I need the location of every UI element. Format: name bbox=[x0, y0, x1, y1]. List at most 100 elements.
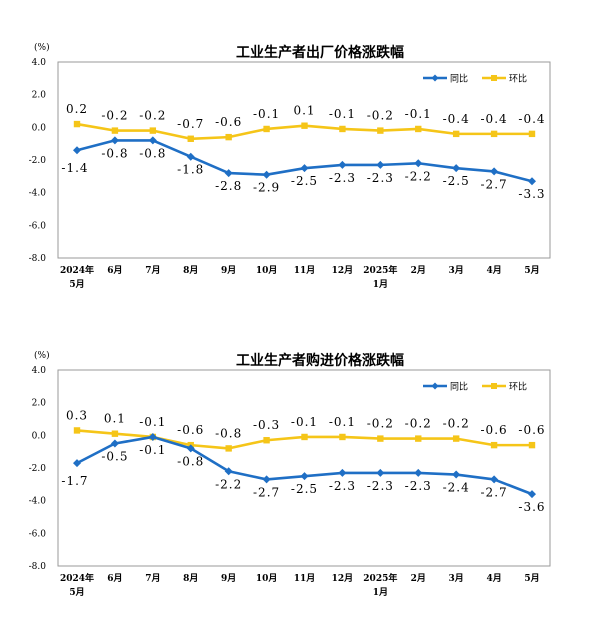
chart2-data-label-mom: -0.6 bbox=[518, 423, 545, 437]
chart2-data-label-mom: -0.2 bbox=[443, 417, 470, 431]
chart1-point-yoy bbox=[110, 136, 119, 145]
chart2-x-tick-label: 4月 bbox=[486, 573, 501, 584]
chart2-data-label-mom: -0.2 bbox=[405, 417, 432, 431]
chart2-legend-label-mom: 环比 bbox=[509, 381, 527, 393]
chart1-data-label-yoy: -2.5 bbox=[443, 174, 470, 188]
chart1-x-tick-label: 6月 bbox=[107, 265, 122, 276]
chart2-data-label-yoy: -2.4 bbox=[443, 481, 470, 495]
chart1-data-label-mom: -0.2 bbox=[101, 109, 128, 123]
chart2-data-label-mom: 0.1 bbox=[104, 412, 126, 426]
chart2-point-yoy bbox=[414, 468, 423, 477]
ppi-chart: 工业生产者出厂价格涨跌幅 (%) 4.0 2.0 0.0 -2.0 -4.0 -6.0 -8.0… bbox=[0, 0, 589, 300]
chart2-data-label-yoy: -2.3 bbox=[405, 479, 432, 493]
chart1-y-unit-label: (%) bbox=[34, 42, 50, 53]
chart1-point-mom bbox=[263, 125, 270, 133]
chart1-x-tick-label: 3月 bbox=[449, 265, 464, 276]
chart1-x-tick-label: 8月 bbox=[183, 265, 198, 276]
chart1-y-tick-label: -6.0 bbox=[29, 221, 47, 231]
chart1-x-tick-label: 5月 bbox=[524, 265, 539, 276]
chart1-data-label-mom: -0.4 bbox=[481, 112, 508, 126]
chart2-plot-frame bbox=[57, 369, 551, 567]
chart1-x-tick-label: 2月 bbox=[411, 265, 426, 276]
chart2-point-mom bbox=[111, 430, 119, 437]
chart2-data-label-yoy: -0.1 bbox=[139, 443, 166, 457]
chart1-data-label-yoy: -2.2 bbox=[405, 169, 432, 183]
chart2-y-tick-label: 0.0 bbox=[32, 431, 47, 441]
chart1-point-yoy bbox=[338, 160, 347, 169]
chart2-y-tick-label: -2.0 bbox=[29, 464, 47, 474]
chart1-point-mom bbox=[301, 122, 308, 129]
chart2-data-label-yoy: -2.7 bbox=[253, 485, 280, 499]
chart2-data-label-yoy: -2.7 bbox=[481, 485, 508, 499]
chart1-data-label-mom: -0.2 bbox=[139, 109, 166, 123]
chart2-point-yoy bbox=[452, 470, 461, 479]
chart1-point-yoy bbox=[262, 170, 271, 179]
chart1-x-tick-label: 4月 bbox=[486, 265, 501, 276]
chart1-data-label-yoy: -2.9 bbox=[253, 181, 280, 195]
chart2-data-label-yoy: -0.5 bbox=[101, 450, 128, 464]
chart1-legend-label-mom: 环比 bbox=[509, 73, 527, 85]
chart2-data-label-mom: -0.1 bbox=[329, 415, 356, 429]
chart1-data-label-yoy: -2.5 bbox=[291, 174, 318, 188]
chart1-x-tick-label: 11月 bbox=[294, 265, 316, 276]
chart2-data-label-yoy: -1.7 bbox=[61, 474, 88, 488]
chart1-point-mom bbox=[225, 133, 232, 141]
chart1-data-label-yoy: -0.8 bbox=[139, 146, 166, 160]
chart1-data-label-mom: -0.2 bbox=[367, 109, 394, 123]
chart1-x-tick-label: 10月 bbox=[256, 265, 278, 276]
chart2-point-mom bbox=[263, 437, 270, 444]
chart1-data-label-mom: -0.4 bbox=[518, 112, 545, 126]
chart1-data-label-yoy: -2.8 bbox=[215, 179, 242, 193]
chart2-x-tick-label: 9月 bbox=[221, 573, 236, 584]
chart2-point-yoy bbox=[148, 432, 157, 441]
chart1-y-tick-label: -8.0 bbox=[29, 254, 47, 264]
chart2-x-tick-label: 2025年 bbox=[363, 572, 397, 584]
chart2-x-tick-label: 10月 bbox=[256, 573, 278, 584]
chart1-x-tick-label: 7月 bbox=[145, 265, 160, 276]
chart2-point-mom bbox=[73, 427, 81, 434]
chart2-x-tick-label: 12月 bbox=[332, 573, 354, 584]
chart2-point-yoy bbox=[73, 459, 81, 468]
chart1-point-mom bbox=[490, 130, 498, 138]
chart2-data-label-mom: -0.1 bbox=[139, 415, 166, 429]
chart1-point-mom bbox=[452, 130, 460, 138]
chart2-y-tick-label: -6.0 bbox=[29, 529, 47, 539]
chart2-x-tick-label: 5月 bbox=[524, 573, 539, 584]
chart1-point-yoy bbox=[224, 169, 233, 178]
chart2-data-label-yoy: -2.3 bbox=[329, 479, 356, 493]
chart1-plot-frame bbox=[57, 61, 551, 259]
chart1-point-mom bbox=[149, 127, 157, 134]
chart2-title: 工业生产者购进价格涨跌幅 bbox=[236, 352, 404, 369]
chart2-y-tick-label: -4.0 bbox=[29, 497, 47, 507]
chart2-data-label-mom: -0.1 bbox=[291, 415, 318, 429]
chart1-data-label-yoy: -1.4 bbox=[61, 161, 88, 175]
chart2-point-yoy bbox=[338, 468, 347, 477]
chart1-legend-marker-yoy bbox=[431, 74, 439, 82]
chart2-x-tick-label: 8月 bbox=[183, 573, 198, 584]
chart2-point-yoy bbox=[262, 475, 271, 484]
chart1-point-mom bbox=[187, 135, 194, 142]
chart2-data-label-mom: -0.2 bbox=[367, 417, 394, 431]
chart1-legend-label-yoy: 同比 bbox=[450, 73, 468, 85]
chart1-point-yoy bbox=[186, 152, 195, 161]
chart1-point-yoy bbox=[414, 159, 423, 168]
chart1-y-tick-label: 2.0 bbox=[32, 91, 47, 101]
chart2-x-tick-label: 2024年 bbox=[60, 572, 94, 584]
chart1-legend-marker-mom bbox=[491, 75, 497, 81]
chart2-point-mom bbox=[301, 433, 308, 441]
chart2-data-label-mom: 0.3 bbox=[66, 408, 88, 422]
chart1-point-yoy bbox=[452, 164, 461, 173]
chart2-data-label-mom: -0.3 bbox=[253, 418, 280, 432]
chart2-legend-marker-mom bbox=[491, 383, 497, 389]
chart1-x-tick-label: 9月 bbox=[221, 265, 236, 276]
chart1-data-label-yoy: -0.8 bbox=[101, 146, 128, 160]
chart1-point-yoy bbox=[376, 160, 385, 169]
chart2-x-tick-label: 3月 bbox=[449, 573, 464, 584]
chart2-point-yoy bbox=[110, 439, 119, 448]
chart2-point-mom bbox=[452, 435, 460, 442]
chart1-data-label-yoy: -2.7 bbox=[481, 177, 508, 191]
chart2-data-label-yoy: -2.5 bbox=[291, 482, 318, 496]
chart2-legend-label-yoy: 同比 bbox=[450, 381, 468, 393]
chart1-y-tick-label: -4.0 bbox=[29, 189, 47, 199]
chart2-x-tick-label: 2月 bbox=[411, 573, 426, 584]
